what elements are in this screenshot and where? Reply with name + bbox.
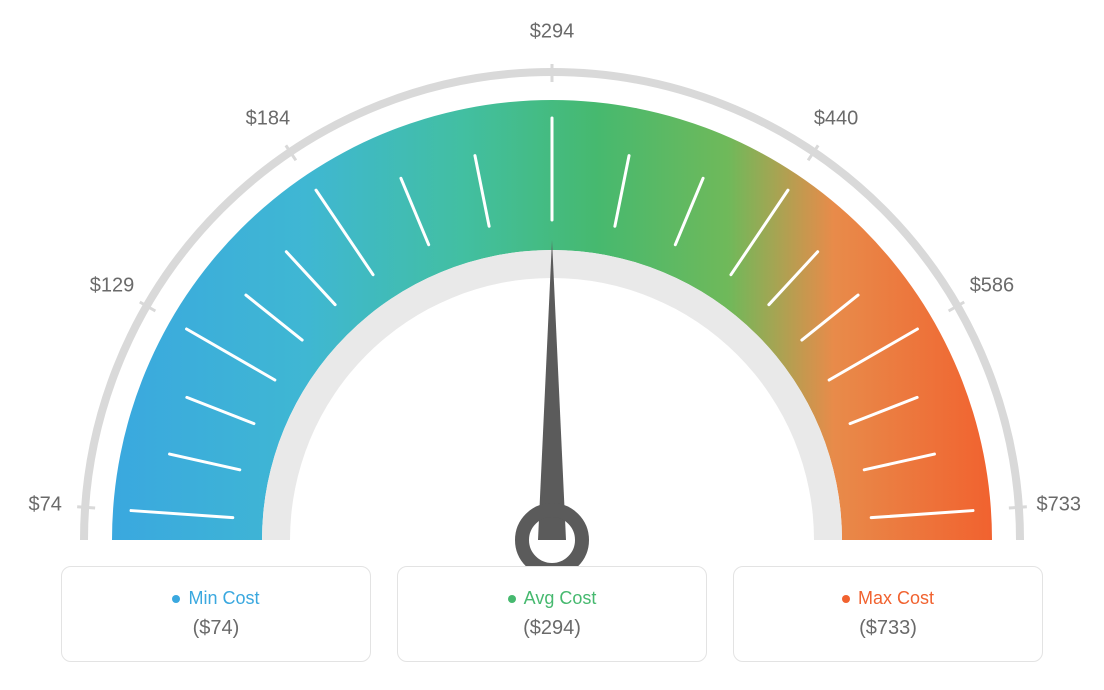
legend-title-avg: Avg Cost bbox=[524, 588, 597, 609]
dot-avg-icon bbox=[508, 595, 516, 603]
gauge-tick-label: $74 bbox=[29, 493, 62, 516]
dot-min-icon bbox=[172, 595, 180, 603]
gauge-tick-label: $440 bbox=[814, 107, 859, 130]
legend-card-min: Min Cost ($74) bbox=[61, 566, 371, 662]
gauge-tick-label: $586 bbox=[970, 275, 1015, 298]
gauge-tick-label: $733 bbox=[1037, 493, 1082, 516]
legend-title-max: Max Cost bbox=[858, 588, 934, 609]
gauge-tick-label: $294 bbox=[530, 21, 575, 44]
legend-value-avg: ($294) bbox=[523, 617, 581, 640]
dot-max-icon bbox=[842, 595, 850, 603]
cost-gauge: $74 $129 $184 $294 $440 $586 $733 bbox=[0, 0, 1104, 560]
gauge-tick-label: $129 bbox=[90, 275, 135, 298]
legend-value-min: ($74) bbox=[193, 617, 240, 640]
legend-row: Min Cost ($74) Avg Cost ($294) Max Cost … bbox=[61, 566, 1043, 662]
gauge-tick-label: $184 bbox=[246, 107, 291, 130]
legend-value-max: ($733) bbox=[859, 617, 917, 640]
legend-card-avg: Avg Cost ($294) bbox=[397, 566, 707, 662]
gauge-svg bbox=[22, 50, 1082, 610]
legend-title-min: Min Cost bbox=[188, 588, 259, 609]
legend-card-max: Max Cost ($733) bbox=[733, 566, 1043, 662]
